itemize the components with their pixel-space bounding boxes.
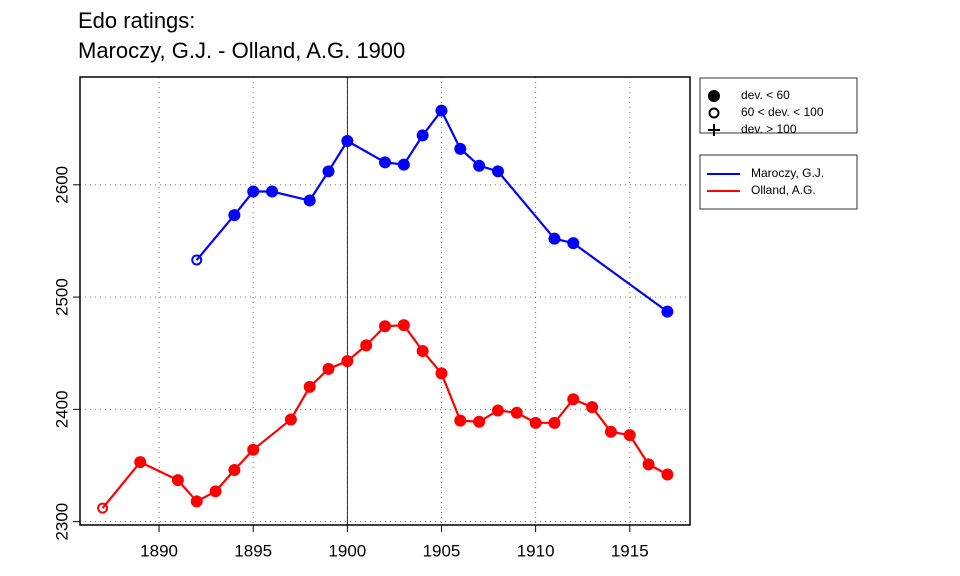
legend-box [699, 154, 858, 210]
series-line [195, 108, 669, 313]
point [567, 393, 580, 406]
point [642, 458, 655, 471]
point [454, 142, 467, 155]
series-line [101, 324, 668, 509]
point [379, 320, 391, 333]
point [247, 443, 260, 456]
point [209, 485, 222, 498]
point [341, 355, 354, 368]
point [416, 129, 429, 142]
point [397, 158, 410, 171]
point [661, 468, 674, 481]
plot-frame [79, 76, 691, 526]
point [416, 344, 429, 357]
point [435, 367, 448, 380]
point [397, 319, 410, 332]
legend-label: dev. > 100 [741, 122, 797, 136]
point [708, 107, 720, 119]
legend-label: dev. < 60 [741, 88, 790, 102]
x-tick-label: 1905 [423, 541, 461, 560]
point [190, 495, 203, 508]
point [322, 362, 335, 375]
y-tick-label: 2400 [52, 390, 71, 428]
legend-label: 60 < dev. < 100 [741, 105, 824, 119]
y-tick-label: 2300 [52, 503, 71, 541]
point [266, 185, 279, 198]
x-tick-label: 1895 [234, 541, 272, 560]
point [708, 124, 720, 136]
point [228, 463, 241, 476]
legend-label: Olland, A.G. [751, 183, 816, 197]
point [586, 401, 599, 414]
point [661, 305, 674, 318]
point [303, 380, 316, 393]
point [341, 135, 354, 147]
legend-label: Maroczy, G.J. [751, 166, 824, 180]
point [303, 194, 316, 207]
point [473, 159, 486, 172]
point [247, 185, 260, 198]
point [379, 156, 391, 169]
point [567, 237, 580, 250]
point [191, 254, 203, 266]
x-tick-label: 1900 [328, 541, 366, 560]
chart-subtitle: Maroczy, G.J. - Olland, A.G. 1900 [78, 38, 405, 63]
point [322, 165, 335, 178]
point [97, 502, 109, 514]
point [510, 406, 523, 419]
legend-box [699, 77, 858, 134]
chart-title: Edo ratings: [78, 8, 195, 33]
point [360, 339, 373, 352]
point [171, 474, 184, 487]
point [708, 90, 720, 102]
point [548, 416, 561, 429]
point [529, 416, 542, 429]
x-tick-label: 1910 [517, 541, 555, 560]
point [548, 232, 561, 245]
point [604, 425, 617, 438]
y-tick-label: 2500 [52, 278, 71, 316]
point [284, 413, 297, 426]
point [134, 456, 147, 469]
point [454, 414, 467, 427]
point [491, 165, 504, 178]
point [623, 429, 636, 442]
point [473, 415, 486, 428]
x-tick-label: 1890 [140, 541, 178, 560]
x-tick-label: 1915 [611, 541, 649, 560]
point [491, 404, 504, 417]
y-tick-label: 2600 [52, 166, 71, 204]
point [435, 104, 448, 117]
point [228, 209, 241, 222]
